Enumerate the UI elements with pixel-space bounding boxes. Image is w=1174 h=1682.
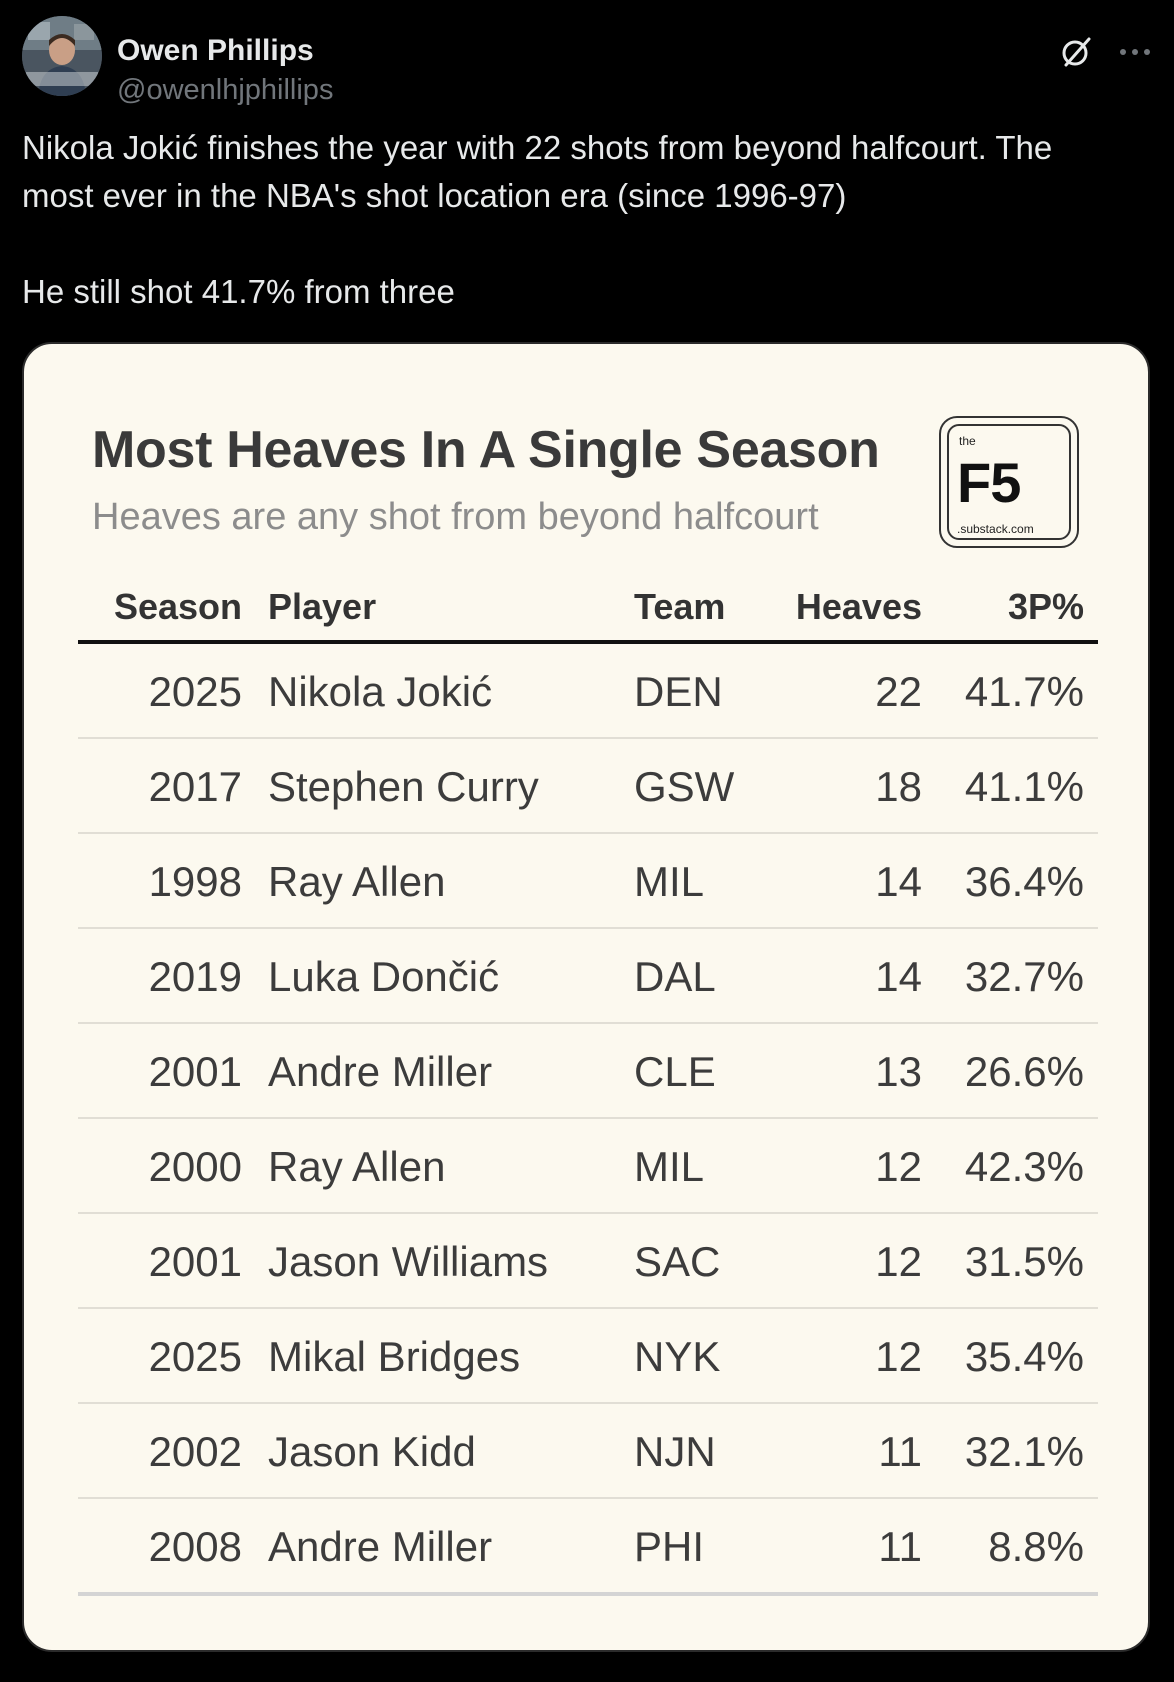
cell-player: Nikola Jokić: [268, 668, 493, 715]
cell-season: 2001: [148, 1048, 242, 1095]
cell-season: 2001: [148, 1238, 242, 1285]
cell-season: 2002: [148, 1428, 242, 1475]
cell-team: GSW: [634, 763, 735, 810]
cell-team: PHI: [634, 1523, 705, 1570]
logo-mark: F5: [957, 451, 1021, 514]
cell-3p-pct: 36.4%: [964, 858, 1084, 905]
cell-player: Andre Miller: [268, 1523, 493, 1570]
column-header-heaves: Heaves: [795, 586, 922, 627]
post-text-line: most ever in the NBA's shot location era…: [22, 177, 847, 214]
cell-player: Mikal Bridges: [268, 1333, 521, 1380]
cell-season: 1998: [148, 858, 242, 905]
cell-heaves: 12: [875, 1333, 922, 1380]
cell-3p-pct: 42.3%: [964, 1143, 1084, 1190]
cell-team: SAC: [634, 1238, 721, 1285]
logo-frame: the F5 .substack.com: [947, 424, 1071, 540]
cell-3p-pct: 35.4%: [964, 1333, 1084, 1380]
cell-season: 2000: [148, 1143, 242, 1190]
post-text-line: Nikola Jokić finishes the year with 22 s…: [22, 129, 1053, 166]
table-row: 2000 Ray Allen MIL 12 42.3%: [78, 1119, 1098, 1214]
cell-season: 2025: [148, 668, 242, 715]
cell-3p-pct: 26.6%: [964, 1048, 1084, 1095]
card-subtitle: Heaves are any shot from beyond halfcour…: [92, 496, 819, 538]
cell-player: Andre Miller: [268, 1048, 493, 1095]
post-header: Owen Phillips @owenlhjphillips: [22, 16, 1152, 106]
cell-heaves: 13: [875, 1048, 922, 1095]
column-header-team: Team: [634, 586, 726, 627]
cell-team: NJN: [634, 1428, 716, 1475]
cell-team: NYK: [634, 1333, 721, 1380]
table-row: 2019 Luka Dončić DAL 14 32.7%: [78, 929, 1098, 1024]
logo-the: the: [959, 434, 976, 448]
table-header: Season Player Team Heaves 3P%: [78, 580, 1098, 644]
table-row: 2025 Mikal Bridges NYK 12 35.4%: [78, 1309, 1098, 1404]
cell-team: MIL: [634, 858, 705, 905]
table-row: 2001 Jason Williams SAC 12 31.5%: [78, 1214, 1098, 1309]
cell-season: 2017: [148, 763, 242, 810]
cell-player: Stephen Curry: [268, 763, 539, 810]
paragraph-gap: [22, 220, 1152, 268]
cell-heaves: 11: [878, 1523, 922, 1570]
cell-player: Ray Allen: [268, 1143, 446, 1190]
table-row: 2001 Andre Miller CLE 13 26.6%: [78, 1024, 1098, 1119]
cell-heaves: 14: [875, 858, 922, 905]
column-header-3p-pct: 3P%: [1007, 586, 1084, 627]
cell-team: MIL: [634, 1143, 705, 1190]
cell-heaves: 14: [875, 953, 922, 1000]
cell-3p-pct: 32.7%: [964, 953, 1084, 1000]
column-header-season: Season: [113, 586, 242, 627]
author-name[interactable]: Owen Phillips: [117, 34, 314, 67]
cell-heaves: 12: [875, 1238, 922, 1285]
cell-player: Ray Allen: [268, 858, 446, 905]
table-row: 2008 Andre Miller PHI 11 8.8%: [78, 1499, 1098, 1596]
table-row: 1998 Ray Allen MIL 14 36.4%: [78, 834, 1098, 929]
column-header-player: Player: [268, 586, 377, 627]
logo-domain: .substack.com: [957, 522, 1034, 536]
author-handle[interactable]: @owenlhjphillips: [117, 74, 334, 106]
card-title: Most Heaves In A Single Season: [92, 421, 880, 479]
cell-3p-pct: 41.1%: [964, 763, 1084, 810]
heaves-table: Season Player Team Heaves 3P% 2025 Nikol…: [78, 580, 1098, 1596]
cell-3p-pct: 41.7%: [964, 668, 1084, 715]
cell-heaves: 18: [875, 763, 922, 810]
cell-heaves: 12: [875, 1143, 922, 1190]
cell-player: Jason Kidd: [268, 1428, 476, 1475]
cell-team: DAL: [634, 953, 716, 1000]
cell-season: 2025: [148, 1333, 242, 1380]
cell-heaves: 22: [875, 668, 922, 715]
post-image-card[interactable]: Most Heaves In A Single Season Heaves ar…: [22, 342, 1150, 1652]
cell-season: 2019: [148, 953, 242, 1000]
post-text-line: He still shot 41.7% from three: [22, 273, 455, 310]
cell-player: Luka Dončić: [268, 953, 500, 1000]
more-options-icon[interactable]: [1118, 38, 1152, 66]
post-text: Nikola Jokić finishes the year with 22 s…: [22, 124, 1152, 316]
f5-logo: the F5 .substack.com: [939, 416, 1079, 548]
grok-icon[interactable]: [1058, 34, 1094, 70]
avatar-photo-icon: [22, 16, 102, 96]
cell-season: 2008: [148, 1523, 242, 1570]
table-row: 2017 Stephen Curry GSW 18 41.1%: [78, 739, 1098, 834]
cell-player: Jason Williams: [268, 1238, 549, 1285]
cell-3p-pct: 32.1%: [964, 1428, 1084, 1475]
table-row: 2002 Jason Kidd NJN 11 32.1%: [78, 1404, 1098, 1499]
cell-3p-pct: 31.5%: [964, 1238, 1084, 1285]
cell-3p-pct: 8.8%: [988, 1523, 1084, 1570]
cell-team: DEN: [634, 668, 723, 715]
table-row: 2025 Nikola Jokić DEN 22 41.7%: [78, 644, 1098, 739]
cell-heaves: 11: [878, 1428, 922, 1475]
avatar[interactable]: [22, 16, 102, 96]
cell-team: CLE: [634, 1048, 716, 1095]
